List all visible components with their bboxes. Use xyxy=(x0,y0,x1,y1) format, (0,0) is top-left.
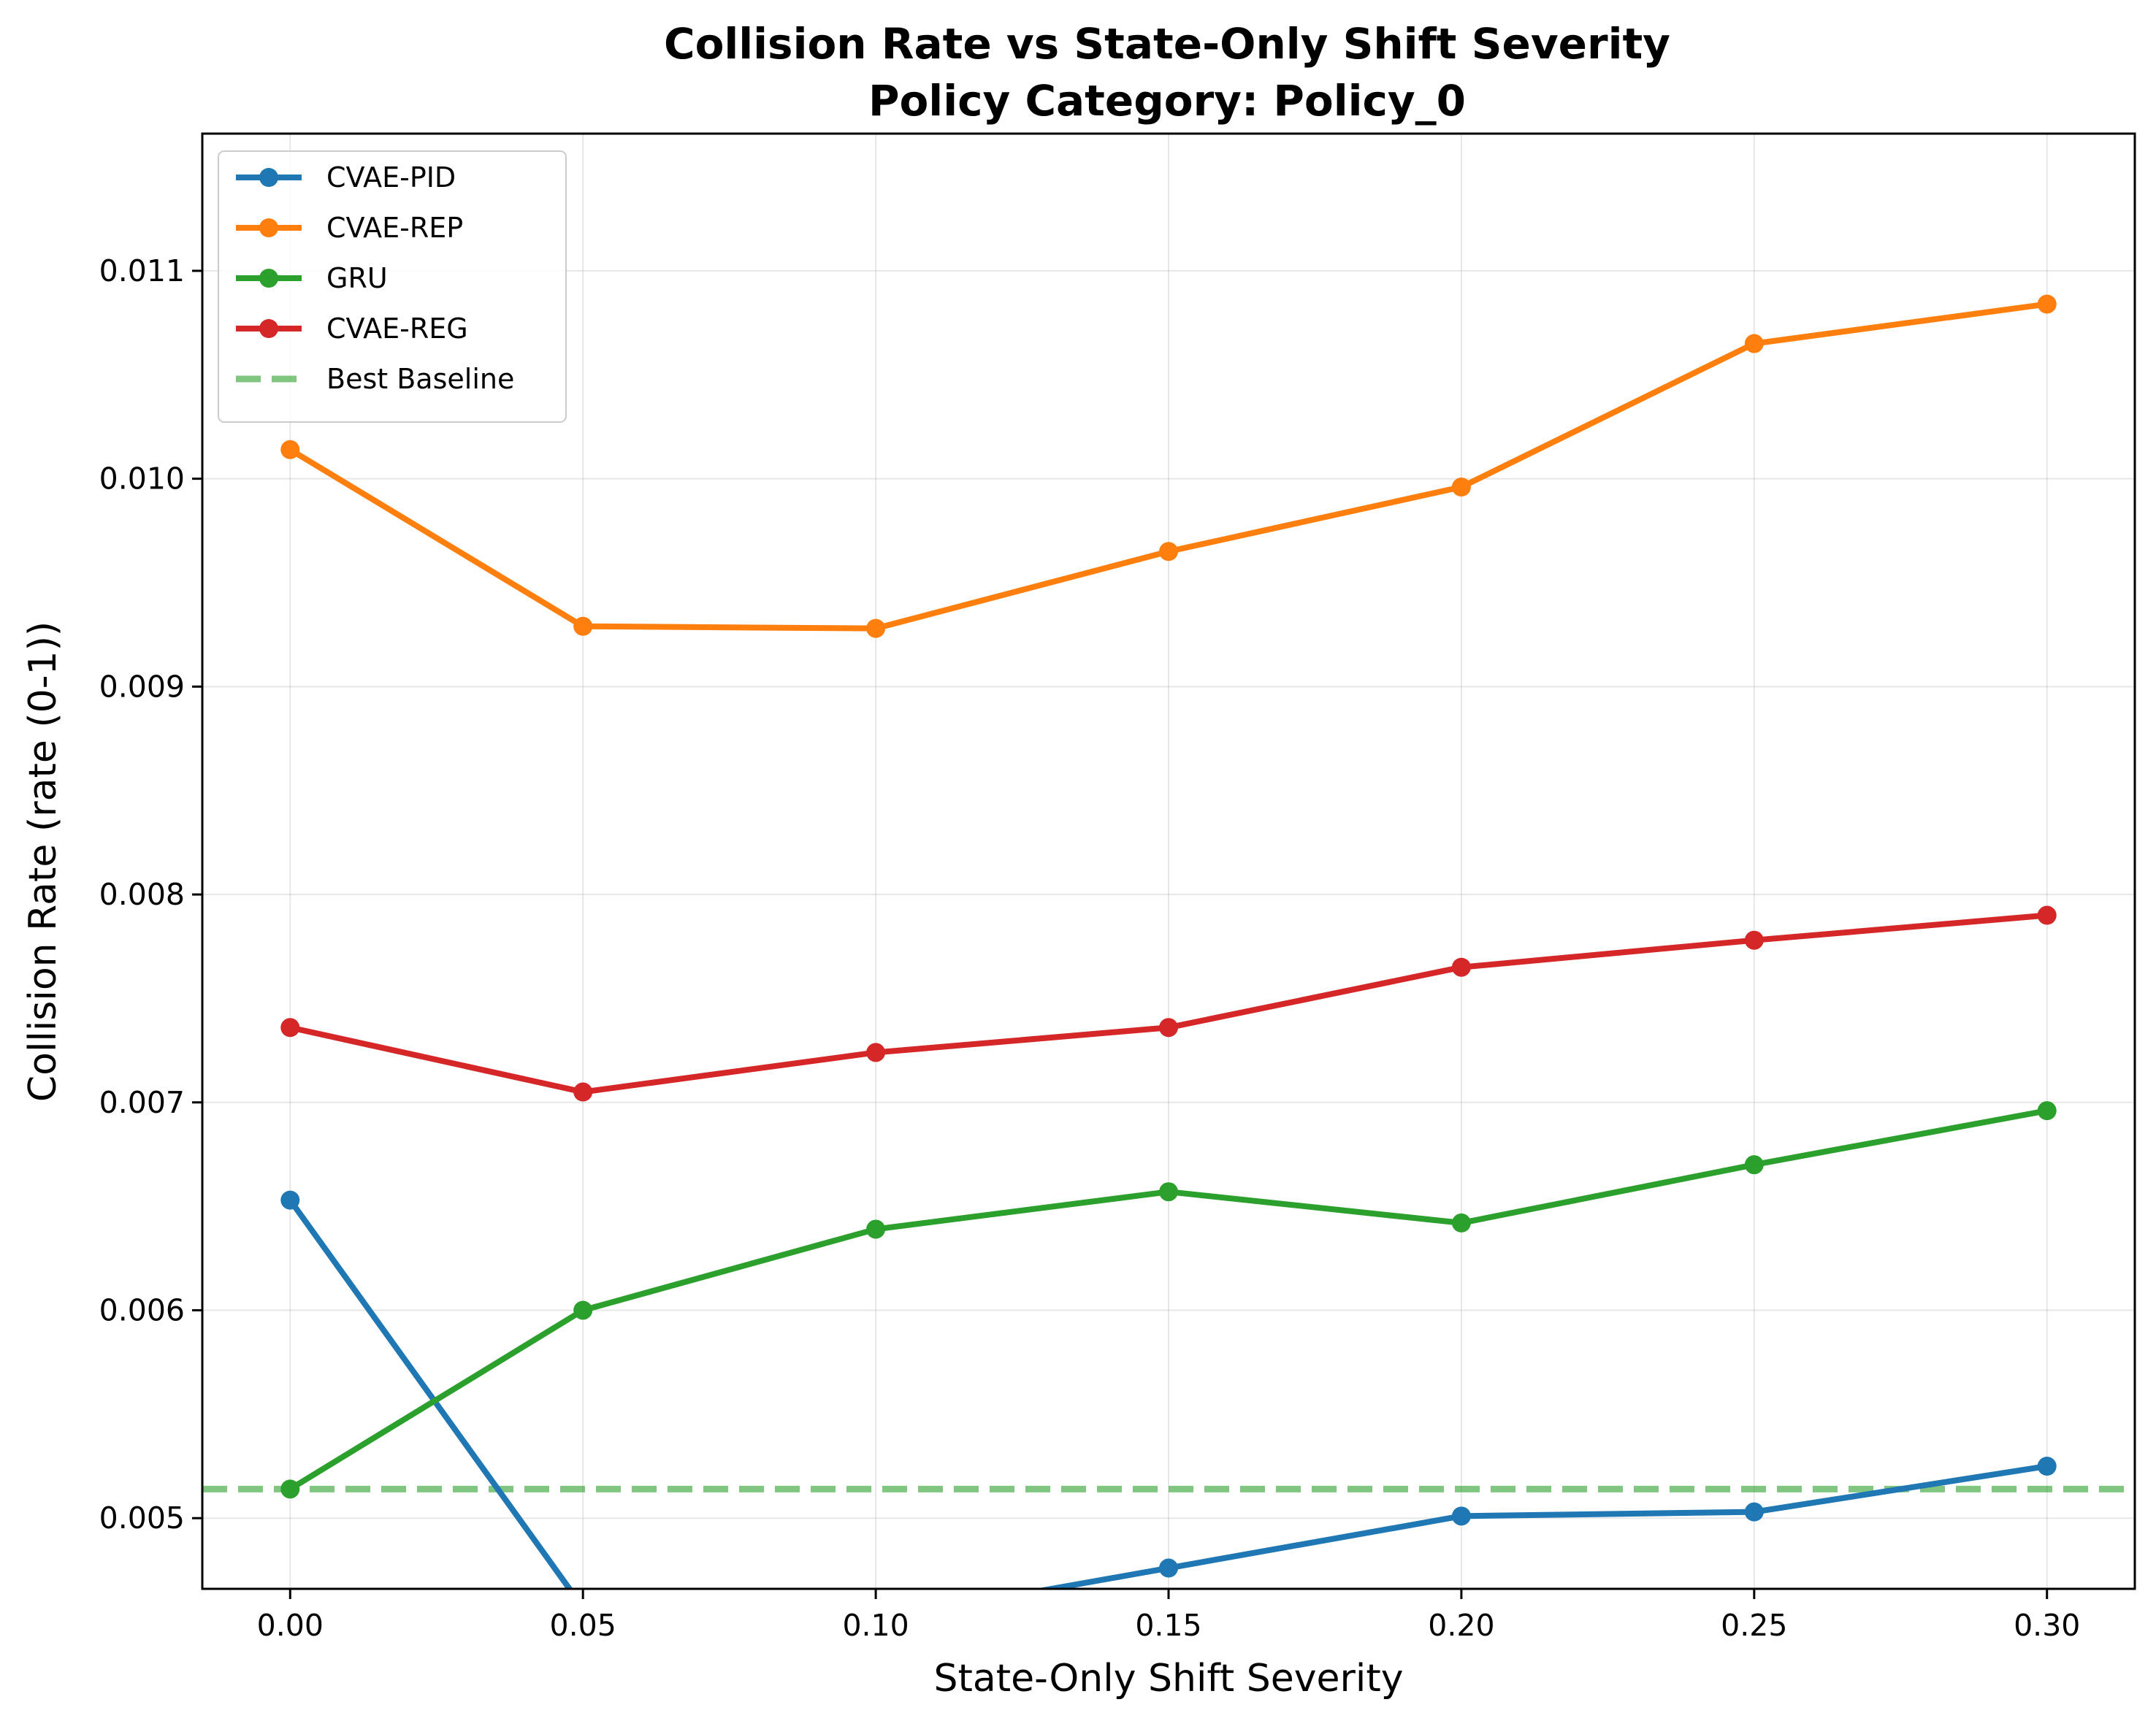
data-point-gru xyxy=(866,1219,886,1239)
legend-marker-cvae-reg xyxy=(259,319,278,338)
data-point-cvae-rep xyxy=(2037,294,2057,314)
series-points xyxy=(280,294,2057,1578)
data-point-cvae-pid xyxy=(1159,1558,1178,1578)
data-point-cvae-reg xyxy=(1159,1018,1178,1038)
x-tick-label: 0.10 xyxy=(842,1608,909,1643)
plot-area xyxy=(202,294,2135,1589)
y-tick-label: 0.006 xyxy=(99,1292,185,1327)
data-point-gru xyxy=(1451,1213,1471,1233)
y-tick-label: 0.007 xyxy=(99,1085,185,1120)
x-tick-label: 0.30 xyxy=(2014,1608,2080,1643)
data-point-cvae-rep xyxy=(1451,478,1471,497)
y-tick-label: 0.009 xyxy=(99,669,185,704)
x-tick-label: 0.20 xyxy=(1428,1608,1494,1643)
data-point-cvae-pid xyxy=(1744,1502,1764,1522)
y-tick-label: 0.008 xyxy=(99,877,185,912)
legend-label-best-baseline: Best Baseline xyxy=(326,363,514,395)
data-point-cvae-reg xyxy=(1451,957,1471,977)
legend-label-cvae-reg: CVAE-REG xyxy=(326,313,468,345)
data-point-cvae-reg xyxy=(573,1082,593,1102)
chart-title: Collision Rate vs State-Only Shift Sever… xyxy=(664,19,1670,69)
legend-label-gru: GRU xyxy=(326,262,388,294)
legend-label-cvae-pid: CVAE-PID xyxy=(326,161,456,193)
y-tick-label: 0.011 xyxy=(99,253,185,288)
data-point-cvae-rep xyxy=(866,618,886,638)
x-tick-label: 0.05 xyxy=(550,1608,616,1643)
data-point-cvae-reg xyxy=(1744,930,1764,950)
chart-subtitle: Policy Category: Policy_0 xyxy=(868,76,1466,126)
data-point-cvae-pid xyxy=(1451,1506,1471,1526)
grid-lines xyxy=(202,134,2135,1589)
data-point-cvae-reg xyxy=(280,1018,300,1038)
data-point-cvae-pid xyxy=(280,1190,300,1210)
data-point-cvae-rep xyxy=(1744,334,1764,353)
data-point-cvae-reg xyxy=(866,1043,886,1062)
x-tick-label: 0.15 xyxy=(1135,1608,1201,1643)
data-point-gru xyxy=(1159,1182,1178,1202)
data-point-gru xyxy=(2037,1101,2057,1121)
data-point-gru xyxy=(573,1300,593,1320)
y-axis-label: Collision Rate (rate (0-1)) xyxy=(21,621,65,1102)
data-point-gru xyxy=(1744,1155,1764,1175)
legend-marker-cvae-pid xyxy=(259,168,278,187)
data-point-cvae-rep xyxy=(1159,542,1178,561)
x-axis: 0.00 0.05 0.10 0.15 0.20 0.25 0.30 xyxy=(257,1589,2080,1643)
legend-marker-gru xyxy=(259,269,278,288)
y-tick-label: 0.005 xyxy=(99,1500,185,1536)
legend-frame xyxy=(218,150,567,423)
x-axis-label: State-Only Shift Severity xyxy=(934,1657,1404,1701)
data-point-cvae-rep xyxy=(573,616,593,636)
y-axis: 0.005 0.006 0.007 0.008 0.009 0.010 0.011 xyxy=(99,253,202,1536)
legend-label-cvae-rep: CVAE-REP xyxy=(326,212,463,244)
data-point-cvae-rep xyxy=(280,440,300,459)
y-tick-label: 0.010 xyxy=(99,461,185,497)
legend: CVAE-PID CVAE-REP GRU CVAE-REG Best Baseline xyxy=(218,150,567,423)
x-tick-label: 0.00 xyxy=(257,1608,324,1643)
x-tick-label: 0.25 xyxy=(1721,1608,1787,1643)
legend-marker-cvae-rep xyxy=(259,218,278,237)
data-point-gru xyxy=(280,1479,300,1499)
data-point-cvae-pid xyxy=(2037,1457,2057,1476)
data-point-cvae-reg xyxy=(2037,905,2057,925)
